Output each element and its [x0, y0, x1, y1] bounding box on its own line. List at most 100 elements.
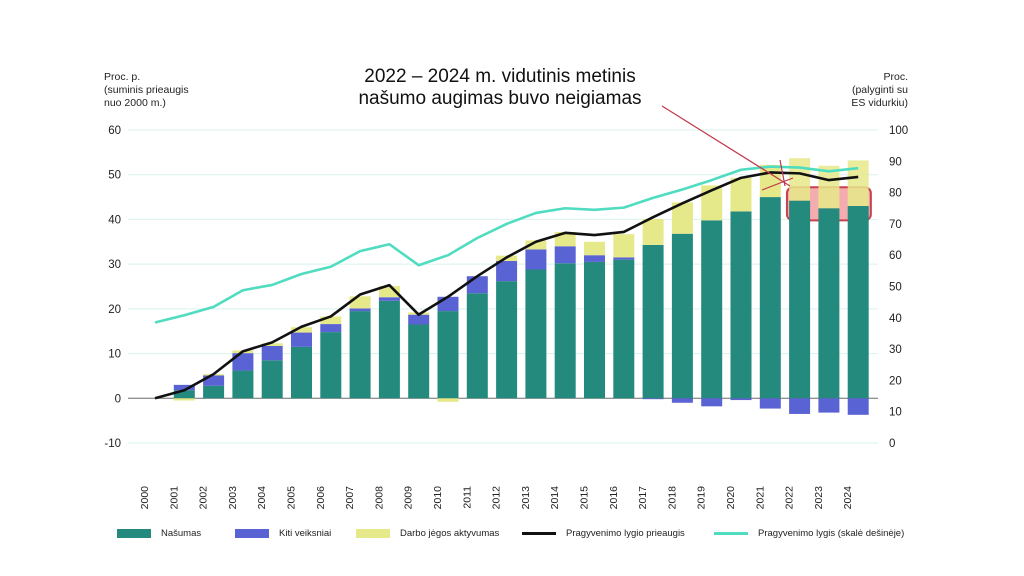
left-axis-title-line: (suminis prieaugis	[104, 84, 189, 96]
x-tick-label: 2009	[403, 486, 415, 510]
legend: Našumas Kiti veiksniai Darbo jėgos aktyv…	[0, 528, 1024, 548]
bar-nasumas	[789, 200, 811, 399]
x-tick-label: 2023	[813, 486, 825, 510]
x-tick-label: 2017	[637, 486, 649, 510]
annotation-pointer	[661, 105, 794, 191]
x-tick-label: 2014	[549, 486, 561, 510]
bar-kiti	[408, 314, 430, 325]
x-tick-label: 2021	[754, 486, 766, 510]
legend-label: Pragyvenimo lygio prieaugis	[566, 528, 685, 539]
bar-nasumas	[642, 244, 664, 399]
legend-swatch	[117, 529, 151, 538]
bar-nasumas	[671, 233, 693, 399]
bar-kiti	[701, 398, 723, 407]
bar-nasumas	[408, 324, 430, 399]
bar-darbo	[730, 177, 752, 212]
bar-kiti	[203, 375, 225, 386]
bar-kiti	[496, 261, 518, 282]
x-tick-label: 2004	[256, 486, 268, 510]
bar-nasumas	[759, 197, 781, 399]
right-tick-label: 10	[889, 407, 902, 419]
bar-darbo	[789, 158, 811, 201]
annotation-pointer-line	[779, 159, 786, 187]
bar-darbo	[437, 398, 459, 402]
x-tick-label: 2008	[373, 486, 385, 510]
bar-nasumas	[496, 281, 518, 399]
bar-kiti	[378, 297, 400, 301]
right-axis-ticks: 0 10 20 30 40 50 60 70 80 90 100	[889, 125, 908, 450]
left-tick-label: 0	[115, 393, 121, 405]
bar-nasumas	[203, 385, 225, 399]
bar-darbo	[173, 398, 195, 401]
right-tick-label: 20	[889, 375, 902, 387]
left-axis-ticks: -10 0 10 20 30 40 50 60	[104, 125, 121, 450]
bar-nasumas	[232, 370, 254, 399]
bar-nasumas	[730, 211, 752, 399]
x-tick-label: 2015	[579, 486, 591, 510]
right-tick-label: 100	[889, 125, 908, 137]
annotation-text: 2022 – 2024 m. vidutinis metinis našumo …	[300, 66, 700, 110]
bar-kiti	[261, 345, 283, 361]
series-lines	[154, 165, 859, 400]
right-tick-label: 60	[889, 250, 902, 262]
bar-darbo	[320, 316, 342, 325]
bar-darbo	[584, 241, 605, 256]
bars	[173, 158, 869, 415]
left-tick-label: 60	[108, 125, 121, 137]
left-tick-label: 40	[108, 214, 121, 226]
bar-kiti	[730, 398, 752, 401]
left-axis-title-line: nuo 2000 m.)	[104, 97, 166, 109]
bar-nasumas	[818, 208, 840, 399]
x-tick-label: 2000	[139, 486, 151, 510]
bar-nasumas	[173, 390, 195, 399]
bar-kiti	[437, 296, 459, 312]
bar-nasumas	[584, 261, 605, 399]
bar-nasumas	[701, 220, 723, 399]
x-tick-label: 2001	[168, 486, 180, 510]
x-axis-ticks: 2000 2001 2002 2003 2004 2005 2006 2007 2008 2009…	[139, 486, 854, 510]
bar-kiti	[642, 398, 664, 400]
x-tick-label: 2005	[286, 486, 298, 510]
x-tick-label: 2016	[608, 486, 620, 510]
x-tick-label: 2022	[784, 486, 796, 510]
x-tick-label: 2006	[315, 486, 327, 510]
annotation-line-1: 2022 – 2024 m. vidutinis metinis	[364, 66, 636, 87]
x-tick-label: 2019	[696, 486, 708, 510]
left-tick-label: 10	[108, 349, 121, 361]
bar-darbo	[525, 240, 547, 250]
x-tick-label: 2011	[461, 486, 473, 509]
bar-nasumas	[554, 263, 576, 399]
right-tick-label: 30	[889, 344, 902, 356]
bar-kiti	[818, 398, 840, 413]
bar-kiti	[232, 353, 254, 371]
annotation-pointer-line	[661, 105, 791, 187]
bar-kiti	[554, 246, 576, 264]
legend-item-nasumas: Našumas	[117, 528, 201, 539]
bar-kiti	[613, 257, 635, 260]
legend-item-kiti: Kiti veiksniai	[235, 528, 331, 539]
bar-kiti	[789, 398, 811, 414]
legend-label: Darbo jėgos aktyvumas	[400, 528, 500, 539]
bar-kiti	[173, 384, 195, 391]
x-tick-label: 2010	[432, 486, 444, 510]
line-prieaugis	[154, 171, 859, 400]
right-axis-title-line: Proc.	[883, 71, 908, 83]
annotation-pointer-line	[761, 177, 794, 191]
bar-kiti	[291, 332, 312, 347]
bar-kiti	[584, 255, 605, 262]
bar-darbo	[642, 218, 664, 245]
bar-kiti	[349, 308, 371, 312]
right-axis-title-line: ES vidurkiu)	[851, 97, 908, 109]
left-axis-title-line: Proc. p.	[104, 71, 141, 83]
legend-label: Kiti veiksniai	[279, 528, 332, 539]
bar-darbo	[818, 165, 840, 209]
x-tick-label: 2012	[491, 486, 503, 510]
bar-nasumas	[466, 293, 488, 399]
legend-item-lygis: Pragyvenimo lygis (skalė dešinėje)	[714, 528, 904, 539]
line-lygis	[154, 165, 859, 324]
bar-darbo	[847, 160, 869, 207]
legend-swatch	[356, 529, 390, 538]
left-tick-label: 50	[108, 170, 121, 182]
right-tick-label: 0	[889, 438, 895, 450]
legend-item-prieaugis: Pragyvenimo lygio prieaugis	[522, 528, 685, 539]
